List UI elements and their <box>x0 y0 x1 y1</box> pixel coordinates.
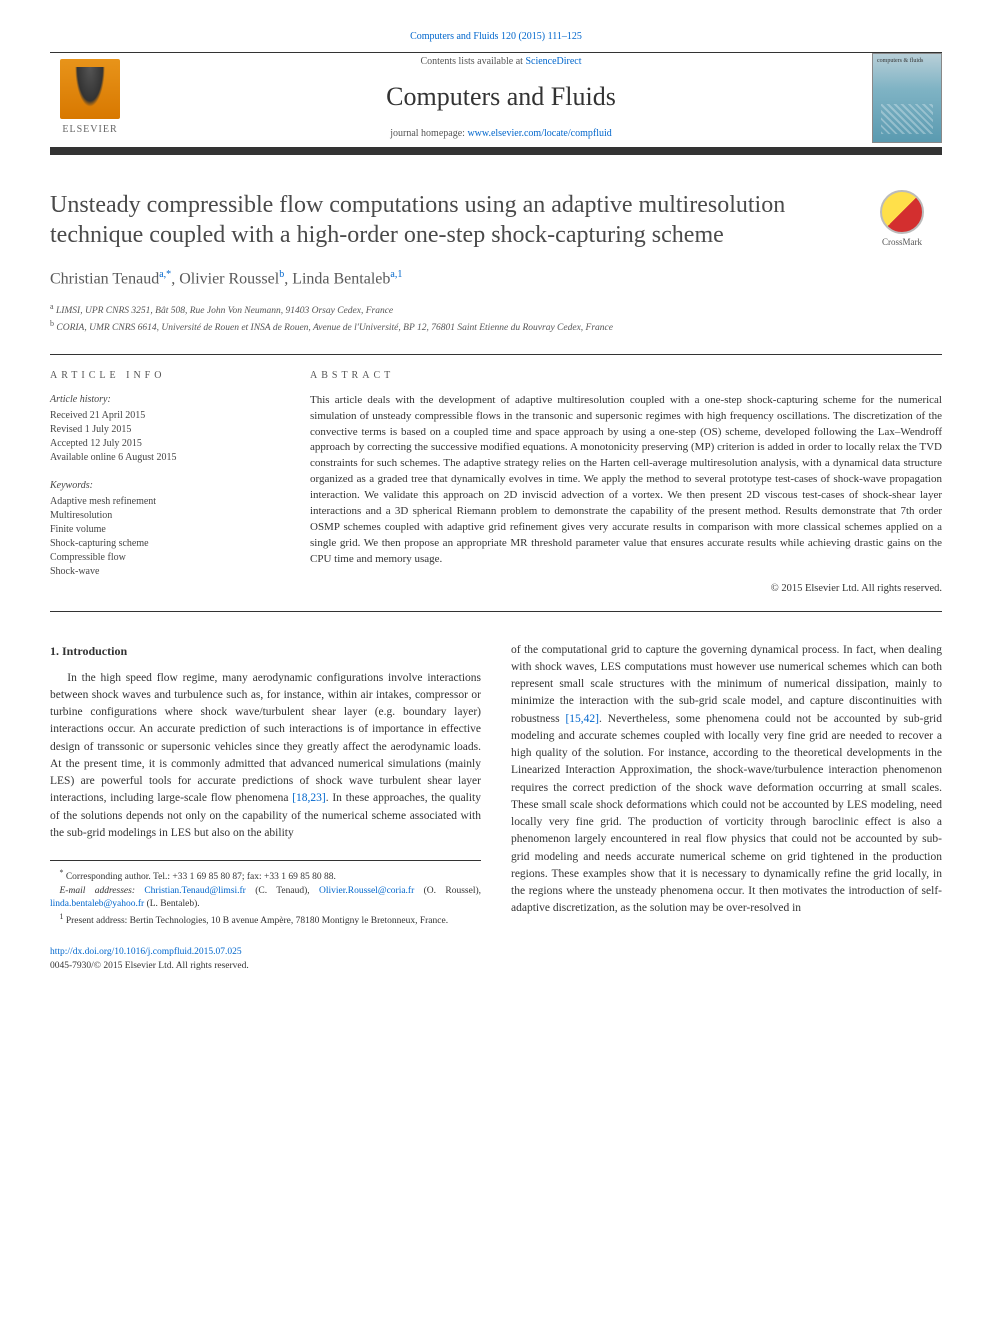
citation-link[interactable]: [15,42] <box>565 713 599 725</box>
elsevier-wordmark: ELSEVIER <box>62 123 117 137</box>
sciencedirect-link[interactable]: ScienceDirect <box>525 56 581 67</box>
intro-text-d: . Nevertheless, some phenomena could not… <box>511 713 942 915</box>
abstract-copyright: © 2015 Elsevier Ltd. All rights reserved… <box>310 582 942 597</box>
section-heading-intro: 1. Introduction <box>50 642 481 660</box>
abstract-block: abstract This article deals with the dev… <box>310 369 942 597</box>
footnotes: * Corresponding author. Tel.: +33 1 69 8… <box>50 860 481 929</box>
email-who: (O. Roussel), <box>414 886 481 896</box>
elsevier-logo: ELSEVIER <box>50 53 130 143</box>
homepage-line: journal homepage: www.elsevier.com/locat… <box>130 127 872 141</box>
author-2-affil: b <box>279 269 284 280</box>
abstract-text: This article deals with the development … <box>310 393 942 568</box>
email-who: (L. Bentaleb). <box>144 899 199 909</box>
intro-paragraph: In the high speed flow regime, many aero… <box>50 670 481 843</box>
email-link[interactable]: linda.bentaleb@yahoo.fr <box>50 899 144 909</box>
email-line: E-mail addresses: Christian.Tenaud@limsi… <box>50 885 481 912</box>
author-3-affil: a,1 <box>390 269 402 280</box>
article-meta: article info Article history: Received 2… <box>50 354 942 612</box>
email-link[interactable]: Olivier.Roussel@coria.fr <box>319 886 414 896</box>
homepage-prefix: journal homepage: <box>390 128 467 139</box>
doi-block: http://dx.doi.org/10.1016/j.compfluid.20… <box>50 945 481 974</box>
keyword: Multiresolution <box>50 509 280 523</box>
issn-copyright: 0045-7930/© 2015 Elsevier Ltd. All right… <box>50 961 249 971</box>
affiliations: a LIMSI, UPR CNRS 3251, Bât 508, Rue Joh… <box>50 301 942 336</box>
body-columns: 1. Introduction In the high speed flow r… <box>50 642 942 974</box>
history-revised: Revised 1 July 2015 <box>50 423 280 437</box>
running-head: Computers and Fluids 120 (2015) 111–125 <box>50 30 942 44</box>
intro-paragraph-cont: of the computational grid to capture the… <box>511 642 942 918</box>
author-list: Christian Tenauda,*, Olivier Rousselb, L… <box>50 268 942 291</box>
homepage-link[interactable]: www.elsevier.com/locate/compfluid <box>467 128 611 139</box>
present-address-text: Present address: Bertin Technologies, 10… <box>66 916 448 926</box>
article-info-label: article info <box>50 369 280 383</box>
present-address: 1 Present address: Bertin Technologies, … <box>50 911 481 928</box>
affil-b: b CORIA, UMR CNRS 6614, Université de Ro… <box>50 318 942 335</box>
affil-b-text: CORIA, UMR CNRS 6614, Université de Roue… <box>56 323 613 333</box>
running-head-link[interactable]: Computers and Fluids 120 (2015) 111–125 <box>410 31 582 42</box>
crossmark-widget[interactable]: CrossMark <box>862 190 942 249</box>
keyword: Shock-capturing scheme <box>50 537 280 551</box>
column-left: 1. Introduction In the high speed flow r… <box>50 642 481 974</box>
history-head: Article history: <box>50 393 280 407</box>
intro-text-a: In the high speed flow regime, many aero… <box>50 672 481 805</box>
elsevier-tree-icon <box>60 59 120 119</box>
author-1-affil: a,* <box>159 269 171 280</box>
journal-cover-thumbnail: computers & fluids <box>872 53 942 143</box>
keyword: Adaptive mesh refinement <box>50 495 280 509</box>
doi-link[interactable]: http://dx.doi.org/10.1016/j.compfluid.20… <box>50 947 242 957</box>
citation-link[interactable]: [18,23] <box>292 792 326 804</box>
email-label: E-mail addresses: <box>60 886 145 896</box>
history-received: Received 21 April 2015 <box>50 409 280 423</box>
email-link[interactable]: Christian.Tenaud@limsi.fr <box>144 886 246 896</box>
author-1: Christian Tenaud <box>50 270 159 287</box>
history-accepted: Accepted 12 July 2015 <box>50 437 280 451</box>
affil-a: a LIMSI, UPR CNRS 3251, Bât 508, Rue Joh… <box>50 301 942 318</box>
masthead-center: Contents lists available at ScienceDirec… <box>130 55 872 141</box>
article-info-block: article info Article history: Received 2… <box>50 369 280 597</box>
article-title: Unsteady compressible flow computations … <box>50 190 800 250</box>
journal-title: Computers and Fluids <box>130 79 872 115</box>
column-right: of the computational grid to capture the… <box>511 642 942 974</box>
rule-thick <box>50 147 942 155</box>
keyword: Compressible flow <box>50 551 280 565</box>
keyword: Finite volume <box>50 523 280 537</box>
masthead: ELSEVIER Contents lists available at Sci… <box>50 53 942 145</box>
contents-prefix: Contents lists available at <box>420 56 525 67</box>
keyword: Shock-wave <box>50 565 280 579</box>
corresponding-note: * Corresponding author. Tel.: +33 1 69 8… <box>50 867 481 884</box>
affil-a-text: LIMSI, UPR CNRS 3251, Bât 508, Rue John … <box>56 306 393 316</box>
author-2: Olivier Roussel <box>179 270 279 287</box>
crossmark-label: CrossMark <box>882 237 922 247</box>
email-who: (C. Tenaud), <box>246 886 319 896</box>
abstract-label: abstract <box>310 369 942 383</box>
crossmark-icon <box>880 190 924 234</box>
corresponding-text: Corresponding author. Tel.: +33 1 69 85 … <box>66 872 336 882</box>
author-3: Linda Bentaleb <box>292 270 390 287</box>
keywords-head: Keywords: <box>50 479 280 493</box>
history-online: Available online 6 August 2015 <box>50 451 280 465</box>
cover-small-text: computers & fluids <box>877 58 937 65</box>
contents-available-line: Contents lists available at ScienceDirec… <box>130 55 872 69</box>
